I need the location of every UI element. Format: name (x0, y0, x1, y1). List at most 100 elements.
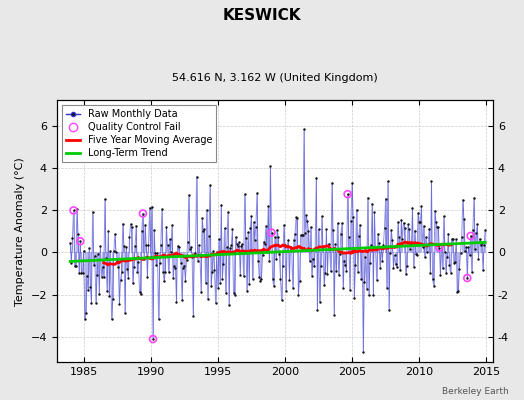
Point (189, 312, 198, 319)
Point (279, 263, 287, 269)
Point (325, 246, 334, 252)
Point (304, 228, 313, 234)
Point (457, 233, 466, 240)
Point (460, 216, 468, 222)
Point (373, 277, 381, 283)
Point (194, 242, 203, 248)
Point (456, 250, 465, 256)
Point (187, 244, 195, 250)
Point (310, 263, 318, 270)
Point (113, 258, 122, 264)
Point (475, 236, 484, 242)
Point (282, 288, 290, 294)
Point (391, 261, 400, 267)
Point (410, 227, 419, 234)
Point (236, 272, 244, 278)
Point (324, 240, 333, 247)
Point (416, 219, 424, 225)
Point (414, 210, 422, 216)
Point (252, 224, 260, 230)
Point (106, 248, 115, 254)
Point (280, 222, 288, 228)
Point (267, 229, 276, 236)
Point (227, 242, 235, 249)
Point (93, 272, 101, 278)
Point (130, 263, 138, 270)
Point (292, 214, 300, 220)
Point (290, 237, 298, 244)
Point (472, 230, 481, 236)
Point (221, 225, 229, 231)
Point (470, 194, 478, 201)
Point (312, 174, 321, 181)
Point (424, 241, 432, 248)
Point (473, 221, 482, 227)
Point (381, 196, 390, 202)
Point (182, 257, 191, 263)
Point (89, 208, 97, 215)
Point (296, 278, 304, 284)
Point (73, 205, 81, 212)
Point (204, 296, 212, 302)
Point (364, 194, 372, 201)
Point (383, 285, 391, 291)
Point (243, 288, 251, 294)
Point (158, 206, 166, 212)
Point (266, 163, 275, 170)
Point (230, 290, 238, 296)
Point (155, 316, 163, 322)
Point (453, 289, 462, 296)
Point (208, 269, 216, 275)
Point (174, 244, 183, 250)
Point (288, 247, 296, 253)
Point (152, 262, 160, 269)
Point (443, 254, 451, 260)
Point (405, 226, 413, 232)
Point (355, 232, 363, 239)
Point (461, 248, 470, 254)
Point (305, 258, 314, 264)
Point (131, 243, 139, 250)
Point (294, 292, 302, 298)
Point (249, 219, 258, 226)
Point (136, 291, 145, 298)
Point (206, 182, 214, 188)
Point (263, 249, 271, 255)
Point (169, 274, 177, 281)
Point (149, 336, 157, 342)
Point (83, 273, 91, 279)
Point (125, 234, 134, 241)
Point (466, 233, 475, 239)
Point (407, 241, 416, 248)
Point (471, 246, 479, 253)
Title: 54.616 N, 3.162 W (United Kingdom): 54.616 N, 3.162 W (United Kingdom) (172, 73, 378, 83)
Point (232, 234, 240, 240)
Point (370, 209, 379, 216)
Point (350, 295, 358, 301)
Point (344, 234, 353, 240)
Point (375, 240, 383, 246)
Point (330, 311, 339, 318)
Point (85, 245, 93, 251)
Point (144, 242, 152, 248)
Point (367, 242, 375, 248)
Point (297, 232, 305, 238)
Point (343, 191, 352, 197)
Point (289, 285, 297, 291)
Point (401, 271, 410, 278)
Point (271, 234, 279, 240)
Point (239, 273, 248, 279)
Point (166, 236, 174, 242)
Point (277, 297, 286, 303)
Point (94, 251, 102, 258)
Point (247, 213, 256, 220)
Point (225, 302, 233, 308)
Point (420, 223, 428, 229)
Point (479, 267, 487, 274)
Point (190, 252, 199, 259)
Point (465, 252, 474, 258)
Point (217, 202, 225, 208)
Point (427, 178, 435, 184)
Point (259, 239, 268, 245)
Point (463, 275, 472, 281)
